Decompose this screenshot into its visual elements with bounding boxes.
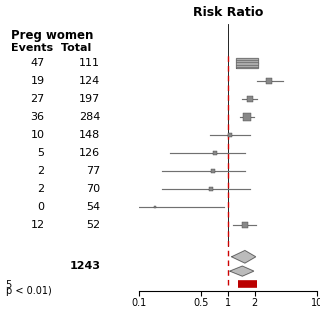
Text: 197: 197 <box>79 94 100 104</box>
Text: 52: 52 <box>86 220 100 229</box>
Text: 148: 148 <box>79 130 100 140</box>
Text: Preg women: Preg women <box>11 29 93 42</box>
Text: Risk Ratio: Risk Ratio <box>193 5 263 19</box>
Text: 47: 47 <box>30 58 44 68</box>
Polygon shape <box>232 251 256 263</box>
Text: 5: 5 <box>5 280 12 290</box>
Text: 1243: 1243 <box>69 261 100 271</box>
Text: 284: 284 <box>79 112 100 122</box>
Text: 124: 124 <box>79 76 100 86</box>
Text: 126: 126 <box>79 148 100 158</box>
Text: 70: 70 <box>86 184 100 194</box>
Text: 54: 54 <box>86 202 100 212</box>
Text: 36: 36 <box>30 112 44 122</box>
Text: Events  Total: Events Total <box>11 43 92 53</box>
Text: 27: 27 <box>30 94 44 104</box>
Text: 5: 5 <box>37 148 44 158</box>
Text: 19: 19 <box>30 76 44 86</box>
Text: 12: 12 <box>30 220 44 229</box>
Polygon shape <box>236 59 258 68</box>
Text: 2: 2 <box>37 184 44 194</box>
Text: 0: 0 <box>37 202 44 212</box>
Polygon shape <box>230 266 254 276</box>
Text: 77: 77 <box>86 166 100 176</box>
Text: 10: 10 <box>30 130 44 140</box>
Text: 2: 2 <box>37 166 44 176</box>
Text: 111: 111 <box>79 58 100 68</box>
Text: p < 0.01): p < 0.01) <box>5 286 51 296</box>
